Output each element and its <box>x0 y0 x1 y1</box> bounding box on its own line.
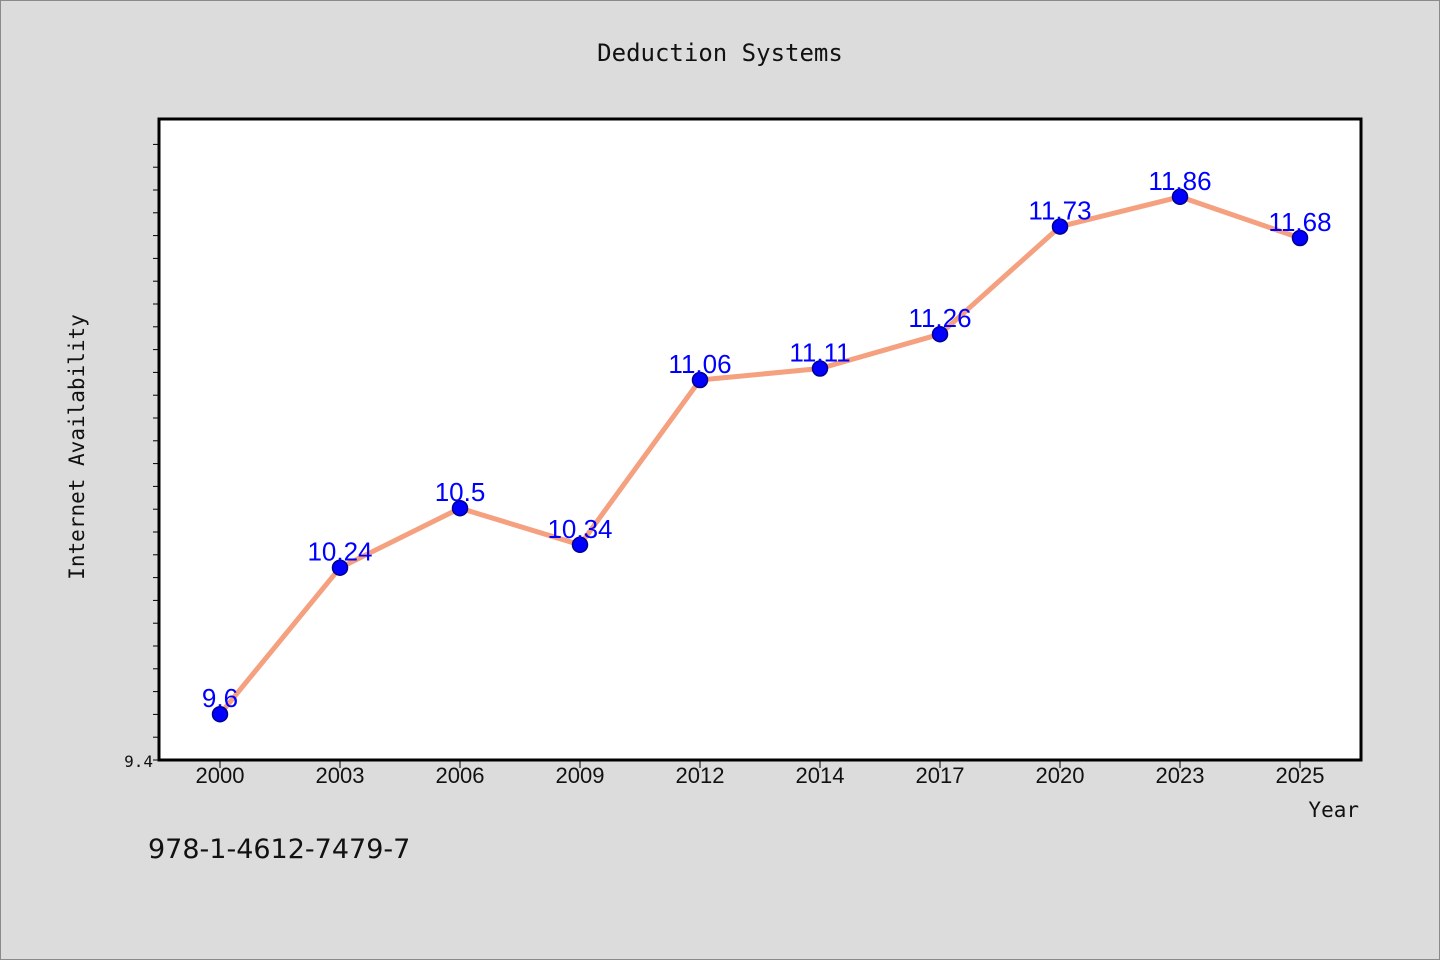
data-label: 10.24 <box>307 537 372 567</box>
series-group <box>211 188 1309 723</box>
data-label: 10.34 <box>547 514 612 544</box>
data-point <box>331 559 349 576</box>
data-point <box>211 705 229 723</box>
data-point <box>571 536 589 554</box>
data-label: 11.68 <box>1268 207 1331 237</box>
y-tick-label: 9.4 <box>124 752 153 771</box>
x-tick-label: 2025 <box>1276 763 1325 788</box>
data-point <box>811 360 829 377</box>
data-label: 11.86 <box>1148 166 1211 196</box>
data-point <box>1291 229 1309 247</box>
x-tick-label: 2009 <box>556 763 605 788</box>
x-tick-label: 2006 <box>436 763 485 788</box>
series-line <box>217 194 1303 717</box>
x-tick-labels: 2000 2003 2006 2009 2012 2014 2017 2020 2023 2025 <box>196 763 1325 788</box>
data-label: 10.5 <box>435 477 486 507</box>
data-label: 9.6 <box>202 683 238 713</box>
x-tick-label: 2023 <box>1156 763 1205 788</box>
x-tick-label: 2012 <box>676 763 725 788</box>
x-tick-label: 2003 <box>316 763 365 788</box>
data-point <box>1171 188 1189 206</box>
data-label: 11.26 <box>908 303 971 333</box>
x-tick-label: 2014 <box>796 763 845 788</box>
x-axis-label: Year <box>1308 798 1359 822</box>
x-tick-label: 2020 <box>1036 763 1085 788</box>
data-label: 11.11 <box>789 338 850 368</box>
chart-title: Deduction Systems <box>597 39 843 67</box>
data-point <box>451 499 469 517</box>
data-point <box>1051 218 1069 235</box>
x-axis-ticks <box>219 760 1301 768</box>
data-point <box>691 371 709 389</box>
x-tick-label: 2017 <box>916 763 965 788</box>
y-axis-label: Internet Availability <box>65 314 89 580</box>
data-label: 11.06 <box>668 349 731 379</box>
x-tick-label: 2000 <box>196 763 245 788</box>
plot-area <box>157 117 1363 762</box>
y-axis-ticks <box>153 143 159 761</box>
isbn-text: 978-1-4612-7479-7 <box>148 834 411 865</box>
data-point <box>931 325 949 343</box>
data-labels: 9.6 10.24 10.5 10.34 11.06 11.11 11.26 11.73 11.… <box>202 166 1332 713</box>
data-label: 11.73 <box>1028 196 1091 226</box>
